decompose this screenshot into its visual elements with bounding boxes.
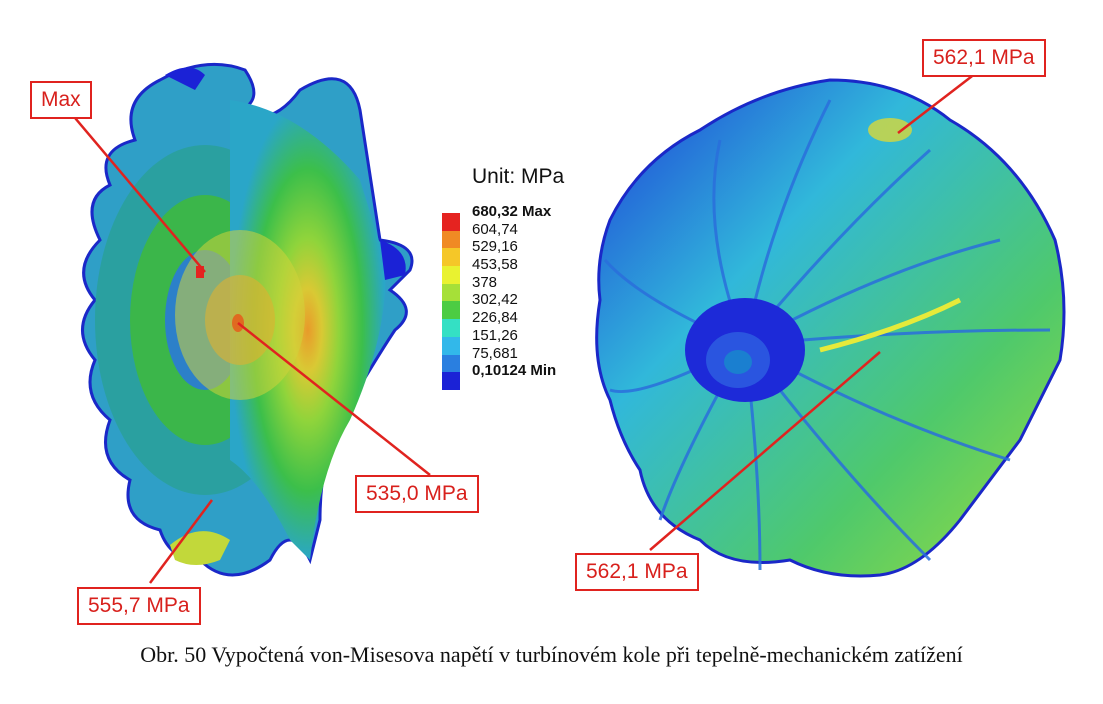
legend-swatch — [442, 248, 460, 267]
legend-level: 302,42 — [472, 291, 518, 309]
legend-color-bar — [442, 213, 460, 390]
legend-max: 680,32 Max — [472, 203, 552, 220]
legend-swatch — [442, 230, 460, 249]
leader-555 — [148, 499, 214, 584]
legend-level: 226,84 — [472, 309, 518, 327]
leader-562-bottom — [649, 351, 881, 551]
legend-swatch — [442, 336, 460, 355]
legend-labels: 680,32 Max 604,74 529,16 453,58 378 302,… — [472, 203, 556, 380]
legend-level: 151,26 — [472, 326, 518, 344]
figure-caption: Obr. 50 Vypočtená von-Misesova napětí v … — [140, 642, 963, 667]
legend-swatch — [442, 266, 460, 284]
callout-left-center: 535,0 MPa — [355, 475, 479, 513]
callout-max: Max — [30, 81, 92, 119]
leader-535 — [237, 322, 431, 476]
legend-level: 378 — [472, 273, 498, 291]
right-wheel-model — [595, 78, 1066, 578]
leader-562-top — [897, 69, 981, 134]
legend-swatch — [442, 283, 460, 302]
legend-unit: Unit: MPa — [472, 165, 565, 188]
callout-right-bottom: 562,1 MPa — [575, 553, 699, 591]
legend-level: 453,58 — [472, 256, 518, 274]
legend-swatch — [442, 372, 460, 390]
leader-lines — [69, 69, 981, 584]
legend-level: 529,16 — [472, 238, 518, 256]
callout-right-top: 562,1 MPa — [922, 39, 1046, 77]
fea-figure — [69, 62, 1066, 584]
leader-max — [69, 111, 206, 273]
legend-level: 75,681 — [472, 344, 518, 362]
legend-swatch — [442, 301, 460, 320]
legend-min: 0,10124 Min — [472, 362, 557, 380]
legend-swatch — [442, 319, 460, 337]
legend-swatch — [442, 354, 460, 373]
callout-left-bottom: 555,7 MPa — [77, 587, 201, 625]
legend-swatch — [442, 213, 460, 231]
legend-level: 604,74 — [472, 220, 518, 238]
left-wheel-model — [81, 62, 414, 577]
left-wheel-section-face — [230, 100, 386, 560]
